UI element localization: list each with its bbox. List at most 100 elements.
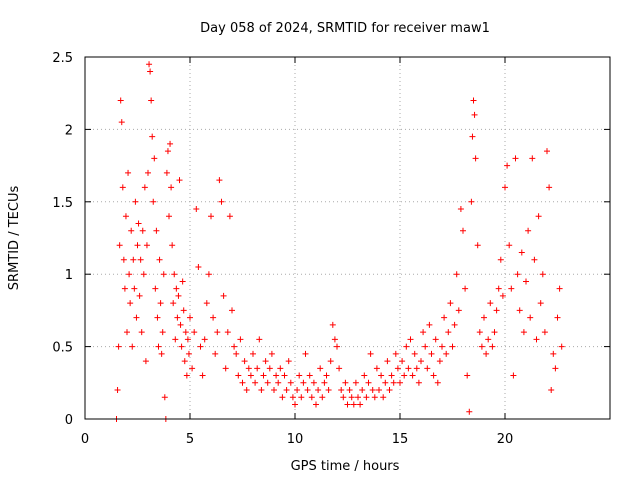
data-point bbox=[449, 343, 456, 350]
data-point bbox=[163, 169, 170, 176]
axis-ticks: 0 5 10 15 20 0 0.5 1 1.5 2 2.5 bbox=[52, 51, 610, 447]
data-point bbox=[191, 329, 198, 336]
data-point bbox=[298, 394, 305, 401]
data-point bbox=[128, 227, 135, 234]
data-point bbox=[247, 372, 254, 379]
data-point bbox=[254, 365, 261, 372]
data-point bbox=[550, 350, 557, 357]
data-point bbox=[157, 300, 164, 307]
data-point bbox=[355, 394, 361, 401]
data-point bbox=[432, 336, 439, 343]
data-point bbox=[155, 343, 162, 350]
data-point bbox=[125, 169, 132, 176]
data-point bbox=[120, 256, 127, 263]
data-point bbox=[533, 336, 540, 343]
data-point bbox=[308, 394, 315, 401]
data-point bbox=[160, 271, 167, 278]
data-point bbox=[338, 387, 345, 394]
data-point bbox=[153, 227, 160, 234]
data-point bbox=[226, 213, 233, 220]
data-point bbox=[126, 271, 133, 278]
x-tick-label: 0 bbox=[81, 432, 89, 447]
data-point bbox=[224, 329, 231, 336]
data-point bbox=[342, 379, 349, 386]
data-point bbox=[142, 358, 149, 365]
data-point bbox=[430, 372, 437, 379]
data-point bbox=[127, 300, 134, 307]
data-point bbox=[558, 343, 565, 350]
data-point bbox=[237, 336, 244, 343]
data-point bbox=[474, 242, 481, 249]
data-point bbox=[325, 387, 332, 394]
data-point bbox=[371, 394, 378, 401]
data-point bbox=[250, 350, 256, 357]
data-point bbox=[529, 155, 536, 162]
data-point bbox=[137, 256, 144, 263]
y-tick-label: 2 bbox=[65, 123, 73, 138]
data-point bbox=[135, 220, 142, 227]
data-point bbox=[178, 343, 185, 350]
data-point bbox=[443, 350, 450, 357]
data-point bbox=[187, 314, 193, 321]
data-point bbox=[141, 184, 148, 191]
data-point bbox=[487, 300, 494, 307]
data-point bbox=[336, 365, 343, 372]
data-point bbox=[409, 372, 416, 379]
data-point bbox=[281, 372, 288, 379]
data-point bbox=[180, 307, 187, 314]
data-point bbox=[457, 206, 464, 213]
data-point bbox=[195, 263, 202, 270]
data-point bbox=[143, 242, 150, 249]
data-point bbox=[172, 336, 179, 343]
data-point bbox=[304, 387, 311, 394]
data-point bbox=[373, 365, 380, 372]
series-srmtid bbox=[113, 61, 565, 422]
data-point bbox=[390, 379, 397, 386]
data-point bbox=[181, 358, 188, 365]
data-point bbox=[222, 365, 229, 372]
data-point bbox=[340, 394, 347, 401]
data-point bbox=[176, 177, 183, 184]
x-tick-label: 5 bbox=[186, 432, 194, 447]
data-point bbox=[148, 97, 155, 104]
data-point bbox=[363, 394, 370, 401]
data-point bbox=[495, 285, 502, 292]
data-point bbox=[502, 184, 508, 191]
data-point bbox=[147, 68, 154, 75]
data-point bbox=[287, 379, 294, 386]
data-point bbox=[386, 387, 393, 394]
data-point bbox=[273, 372, 280, 379]
data-point bbox=[436, 358, 443, 365]
data-point bbox=[203, 300, 210, 307]
data-point bbox=[164, 148, 171, 155]
data-point bbox=[317, 365, 324, 372]
data-point bbox=[382, 379, 389, 386]
data-point bbox=[441, 314, 448, 321]
data-point bbox=[140, 271, 147, 278]
data-point bbox=[520, 329, 527, 336]
x-tick-label: 10 bbox=[287, 432, 304, 447]
data-point bbox=[384, 358, 391, 365]
data-point bbox=[455, 307, 462, 314]
x-axis-title: GPS time / hours bbox=[291, 459, 400, 474]
data-point bbox=[527, 314, 534, 321]
data-point bbox=[331, 336, 338, 343]
data-point bbox=[418, 358, 424, 365]
y-tick-label: 1 bbox=[65, 268, 73, 283]
data-point bbox=[131, 285, 138, 292]
chart-title: Day 058 of 2024, SRMTID for receiver maw… bbox=[200, 21, 490, 36]
data-point bbox=[168, 184, 175, 191]
data-point bbox=[321, 379, 328, 386]
data-point bbox=[129, 343, 136, 350]
data-point bbox=[546, 184, 553, 191]
data-point bbox=[183, 372, 190, 379]
data-point bbox=[434, 379, 441, 386]
data-point bbox=[485, 336, 492, 343]
data-point bbox=[136, 292, 143, 299]
data-points bbox=[113, 61, 565, 422]
data-point bbox=[166, 213, 172, 220]
data-point bbox=[300, 379, 307, 386]
data-point bbox=[394, 365, 401, 372]
data-point bbox=[365, 379, 372, 386]
